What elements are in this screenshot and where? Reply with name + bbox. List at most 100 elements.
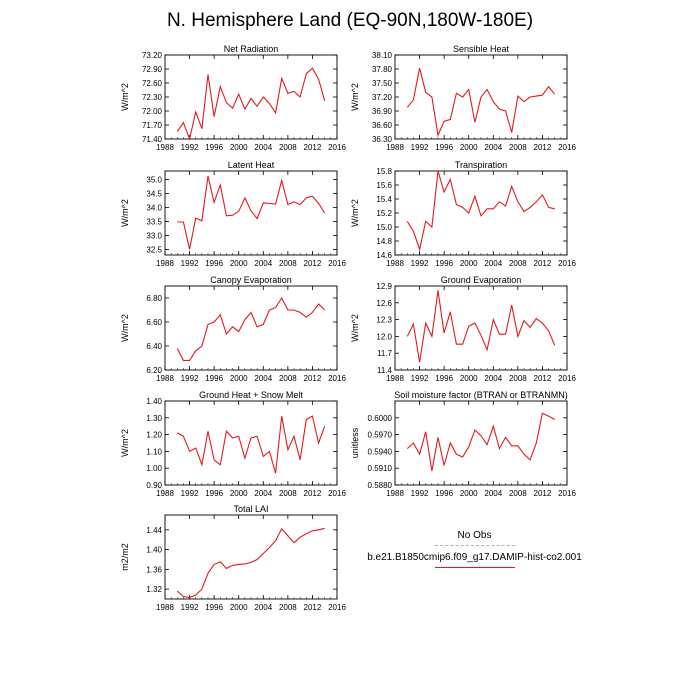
panel-4: Canopy Evaporation W/m^2 1988 1992 1996 2000 2… bbox=[120, 275, 346, 383]
x-tick-label: 2008 bbox=[509, 489, 527, 498]
legend-obs-line bbox=[434, 545, 515, 546]
x-tick-label: 2004 bbox=[254, 489, 272, 498]
x-tick-label: 1988 bbox=[156, 259, 174, 268]
x-tick-label: 2000 bbox=[460, 489, 478, 498]
x-tick-label: 2004 bbox=[484, 489, 502, 498]
series-line bbox=[406, 412, 555, 472]
y-tick-label: 1.32 bbox=[146, 585, 162, 594]
x-tick-label: 1996 bbox=[435, 143, 453, 152]
y-tick-label: 36.30 bbox=[372, 135, 393, 144]
x-tick-label: 2008 bbox=[279, 143, 297, 152]
x-tick-label: 2004 bbox=[484, 374, 502, 383]
y-axis-label: unitless bbox=[350, 427, 360, 458]
x-tick-label: 2012 bbox=[304, 259, 322, 268]
x-tick-label: 2000 bbox=[460, 259, 478, 268]
x-tick-label: 1992 bbox=[181, 259, 199, 268]
series-line bbox=[406, 67, 556, 138]
series-line bbox=[177, 175, 326, 250]
x-tick-label: 1988 bbox=[156, 143, 174, 152]
y-tick-label: 33.5 bbox=[146, 217, 162, 226]
x-tick-label: 2000 bbox=[230, 143, 248, 152]
y-axis-label: W/m^2 bbox=[350, 199, 360, 227]
x-tick-label: 2012 bbox=[534, 489, 552, 498]
series-line bbox=[177, 415, 326, 474]
x-tick-label: 2016 bbox=[328, 489, 346, 498]
y-tick-label: 6.20 bbox=[146, 366, 162, 375]
panel-8: Total LAI m2/m2 1988 1992 1996 2000 2004 2008 20… bbox=[120, 504, 346, 612]
x-tick-label: 1988 bbox=[386, 143, 404, 152]
y-tick-label: 1.10 bbox=[146, 447, 162, 456]
y-tick-label: 1.40 bbox=[146, 397, 162, 406]
y-tick-label: 0.5910 bbox=[368, 464, 393, 473]
x-tick-label: 2004 bbox=[254, 259, 272, 268]
y-tick-label: 12.3 bbox=[376, 316, 392, 325]
x-tick-label: 2004 bbox=[254, 143, 272, 152]
y-tick-label: 71.40 bbox=[142, 135, 163, 144]
x-tick-label: 2000 bbox=[230, 489, 248, 498]
panel-2: Latent Heat W/m^2 1988 1992 1996 2000 2004 2008… bbox=[120, 160, 346, 268]
y-tick-label: 35.0 bbox=[146, 175, 162, 184]
x-tick-label: 1996 bbox=[205, 489, 223, 498]
x-tick-label: 2012 bbox=[534, 259, 552, 268]
x-tick-label: 2016 bbox=[558, 374, 576, 383]
x-tick-label: 1992 bbox=[181, 603, 199, 612]
y-tick-label: 37.80 bbox=[372, 65, 393, 74]
x-tick-label: 2000 bbox=[230, 259, 248, 268]
x-tick-label: 1992 bbox=[411, 143, 429, 152]
x-tick-label: 2000 bbox=[230, 603, 248, 612]
panel-title: Sensible Heat bbox=[453, 44, 510, 54]
panel-title: Ground Heat + Snow Melt bbox=[199, 390, 303, 400]
legend: No Obs b.e21.B1850cmip6.f09_g17.DAMIP-hi… bbox=[362, 530, 587, 574]
series-line bbox=[176, 67, 326, 141]
x-tick-label: 1992 bbox=[181, 489, 199, 498]
y-tick-label: 0.5940 bbox=[368, 447, 393, 456]
y-tick-label: 0.90 bbox=[146, 481, 162, 490]
y-tick-label: 14.8 bbox=[376, 237, 392, 246]
x-tick-label: 2016 bbox=[558, 259, 576, 268]
panel-frame bbox=[164, 285, 338, 371]
x-tick-label: 2008 bbox=[509, 374, 527, 383]
x-tick-label: 2004 bbox=[484, 259, 502, 268]
x-tick-label: 2016 bbox=[328, 603, 346, 612]
y-tick-label: 0.5880 bbox=[368, 481, 393, 490]
x-tick-label: 2008 bbox=[279, 489, 297, 498]
y-tick-label: 11.4 bbox=[377, 366, 393, 375]
x-tick-label: 1992 bbox=[181, 143, 199, 152]
y-tick-label: 6.60 bbox=[146, 318, 162, 327]
panel-title: Canopy Evaporation bbox=[210, 275, 292, 285]
x-tick-label: 1996 bbox=[205, 603, 223, 612]
legend-model-line bbox=[434, 567, 515, 568]
y-tick-label: 72.00 bbox=[142, 107, 163, 116]
y-tick-label: 1.36 bbox=[146, 565, 162, 574]
x-tick-label: 2000 bbox=[230, 374, 248, 383]
x-tick-label: 1988 bbox=[156, 374, 174, 383]
y-tick-label: 34.5 bbox=[146, 189, 162, 198]
x-tick-label: 2016 bbox=[558, 489, 576, 498]
x-tick-label: 2008 bbox=[509, 143, 527, 152]
y-tick-label: 72.60 bbox=[142, 79, 163, 88]
y-tick-label: 33.0 bbox=[146, 231, 162, 240]
panel-frame bbox=[394, 400, 568, 486]
panel-title: Total LAI bbox=[233, 504, 268, 514]
y-tick-label: 11.7 bbox=[377, 349, 393, 358]
y-axis-label: m2/m2 bbox=[120, 543, 130, 571]
x-tick-label: 1996 bbox=[205, 143, 223, 152]
x-tick-label: 2004 bbox=[254, 374, 272, 383]
x-tick-label: 2016 bbox=[328, 143, 346, 152]
panel-3: Transpiration W/m^2 1988 1992 1996 2000 2004 20… bbox=[350, 160, 576, 268]
y-axis-label: W/m^2 bbox=[350, 314, 360, 342]
panel-title: Net Radiation bbox=[224, 44, 279, 54]
panel-5: Ground Evaporation W/m^2 1988 1992 1996 2000 2… bbox=[350, 275, 576, 383]
x-tick-label: 2012 bbox=[534, 374, 552, 383]
x-tick-label: 2000 bbox=[460, 374, 478, 383]
y-tick-label: 6.40 bbox=[146, 342, 162, 351]
y-tick-label: 1.30 bbox=[146, 414, 162, 423]
panel-frame bbox=[164, 400, 338, 486]
y-tick-label: 1.40 bbox=[146, 546, 162, 555]
panel-6: Ground Heat + Snow Melt W/m^2 1988 1992 1996… bbox=[120, 390, 346, 498]
x-tick-label: 1988 bbox=[386, 374, 404, 383]
x-tick-label: 1996 bbox=[205, 259, 223, 268]
y-tick-label: 72.90 bbox=[142, 65, 163, 74]
y-tick-label: 36.90 bbox=[372, 107, 393, 116]
x-tick-label: 1988 bbox=[386, 259, 404, 268]
